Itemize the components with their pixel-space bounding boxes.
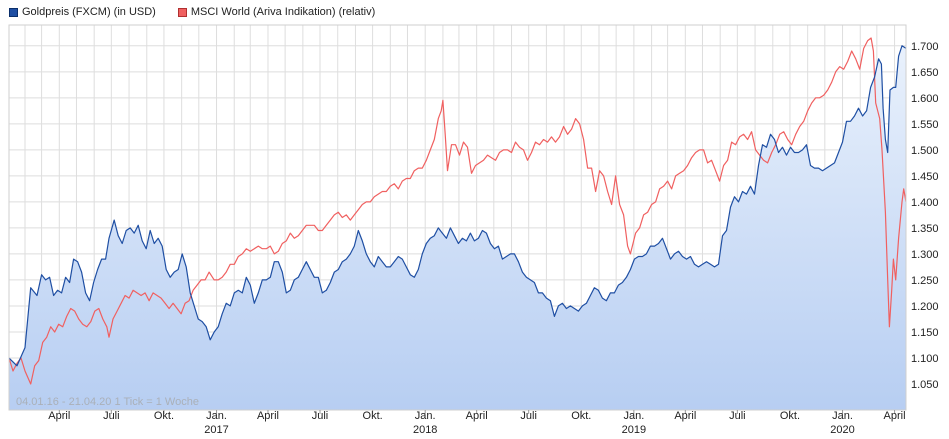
x-tick-label: Jan.	[415, 410, 436, 422]
legend: Goldpreis (FXCM) (in USD) MSCI World (Ar…	[9, 4, 397, 20]
y-tick-label: 1.500	[911, 145, 939, 157]
legend-label-gold: Goldpreis (FXCM) (in USD)	[22, 6, 156, 18]
gold-area	[9, 45, 906, 410]
y-tick-label: 1.200	[911, 301, 939, 313]
y-tick-label: 1.400	[911, 197, 939, 209]
x-axis: April Juli Okt. Jan. 2017 April Juli Okt. Jan. 20…	[48, 410, 906, 436]
plot-frame	[8, 24, 907, 411]
x-tick-label: Jan.	[206, 410, 227, 422]
x-tick-label: Okt.	[363, 410, 383, 422]
x-year-label: 2018	[413, 424, 437, 436]
x-tick-label: April	[466, 410, 488, 422]
y-tick-label: 1.350	[911, 223, 939, 235]
y-tick-label: 1.450	[911, 171, 939, 183]
x-tick-label: Juli	[103, 410, 120, 422]
msci-series-line	[9, 37, 906, 385]
y-tick-label: 1.300	[911, 249, 939, 261]
series-layer	[9, 37, 906, 385]
y-tick-label: 1.150	[911, 327, 939, 339]
x-tick-label: Juli	[520, 410, 537, 422]
legend-swatch-gold	[9, 7, 18, 17]
x-tick-label: April	[674, 410, 696, 422]
date-range-note: 04.01.16 - 21.04.20 1 Tick = 1 Woche	[16, 396, 199, 408]
x-tick-label: April	[48, 410, 70, 422]
y-tick-label: 1.050	[911, 379, 939, 391]
x-year-label: 2017	[204, 424, 228, 436]
legend-swatch-msci	[177, 7, 187, 17]
gold-area-layer	[9, 45, 906, 410]
y-tick-label: 1.600	[911, 93, 939, 105]
x-tick-label: Jan.	[623, 410, 644, 422]
x-tick-label: Okt.	[780, 410, 800, 422]
legend-label-msci: MSCI World (Ariva Indikation) (relativ)	[190, 6, 376, 18]
gold-series-line	[9, 45, 906, 367]
x-tick-label: April	[884, 410, 906, 422]
y-tick-label: 1.250	[911, 275, 939, 287]
x-tick-label: Jan.	[832, 410, 853, 422]
y-tick-label: 1.100	[911, 353, 939, 365]
x-tick-label: April	[257, 410, 279, 422]
y-tick-label: 1.700	[911, 41, 939, 53]
y-tick-label: 1.650	[911, 67, 939, 79]
legend-item-gold[interactable]: Goldpreis (FXCM) (in USD)	[9, 6, 156, 18]
x-tick-label: Okt.	[571, 410, 591, 422]
y-axis: 1.050 1.100 1.150 1.200 1.250 1.300 1.350 1.400…	[911, 41, 939, 391]
x-tick-label: Juli	[312, 410, 329, 422]
x-year-label: 2019	[622, 424, 646, 436]
x-year-label: 2020	[830, 424, 854, 436]
y-tick-label: 1.550	[911, 119, 939, 131]
x-tick-label: Juli	[729, 410, 746, 422]
legend-item-msci[interactable]: MSCI World (Ariva Indikation) (relativ)	[177, 6, 376, 18]
x-tick-label: Okt.	[154, 410, 174, 422]
